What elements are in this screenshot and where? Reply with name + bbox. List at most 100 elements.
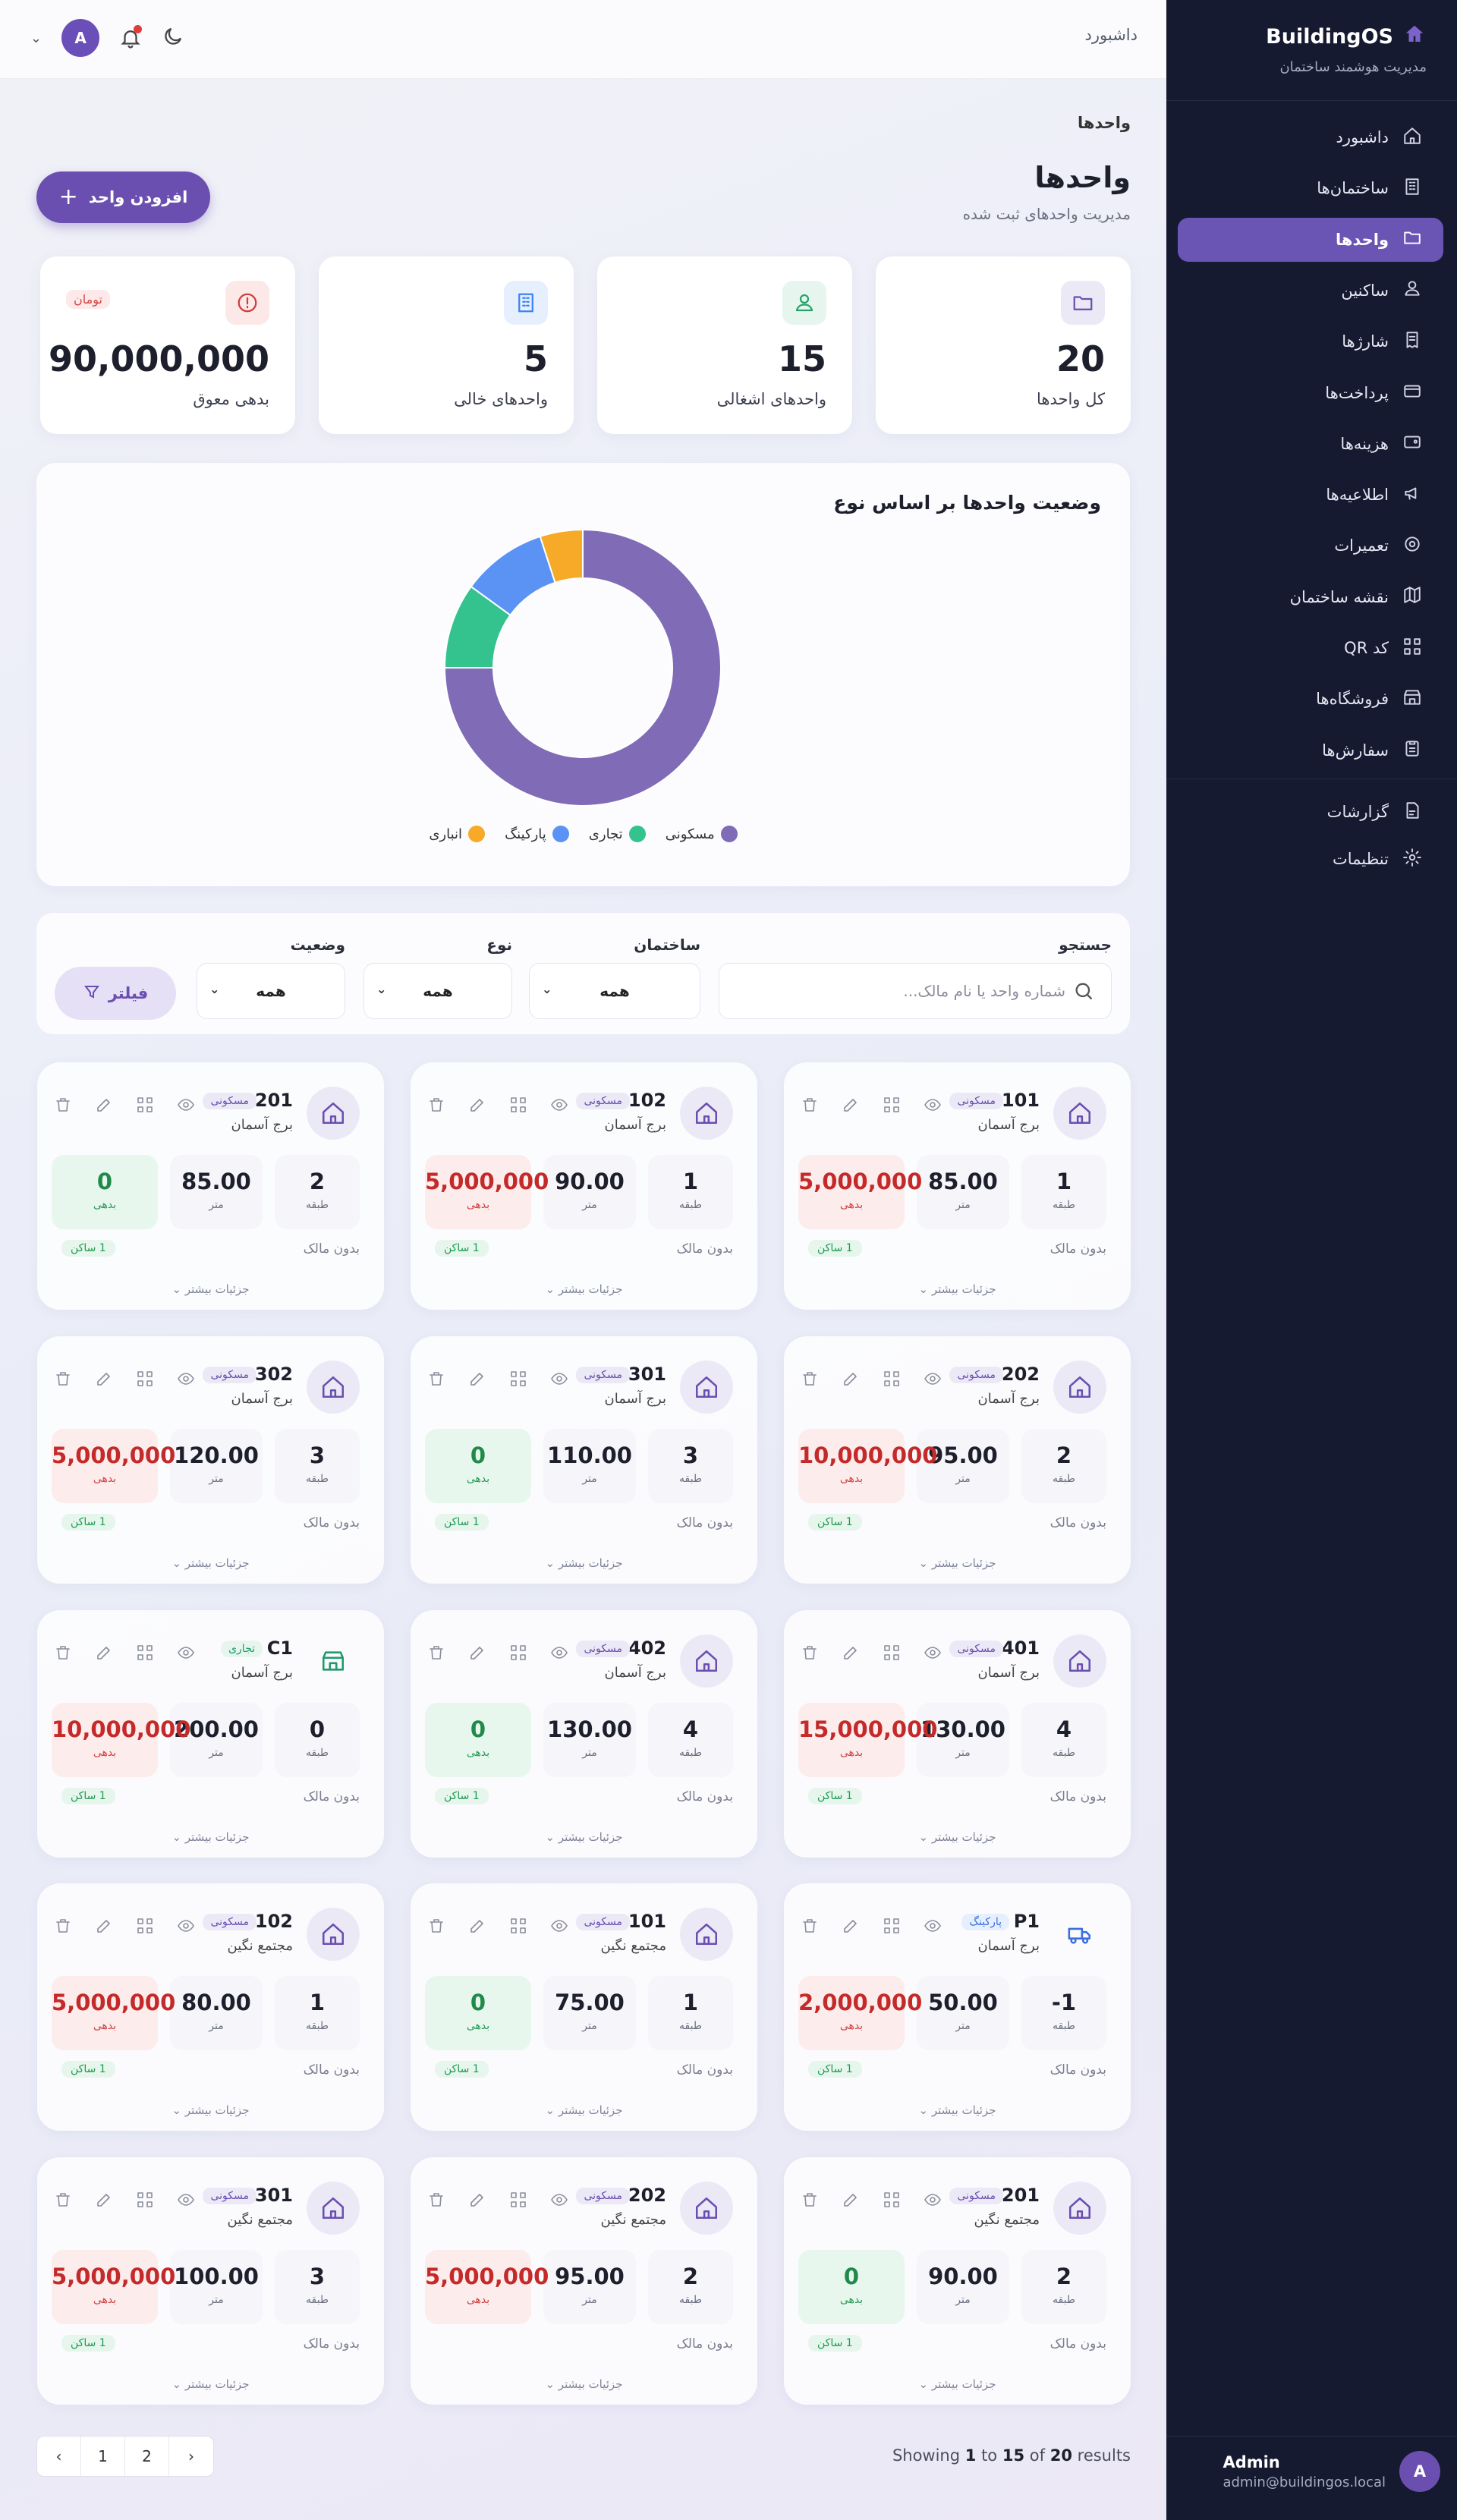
unit-card[interactable]: 101 مسکونی برج آسمان 1 طبقه 85.00 متر 5,000,000… (784, 1062, 1131, 1310)
unit-card[interactable]: 101 مسکونی مجتمع نگین 1 طبقه 75.00 متر 0 بدهی بدو… (411, 1883, 757, 2131)
eye-icon[interactable] (924, 1096, 943, 1115)
trash-icon[interactable] (427, 1644, 447, 1663)
trash-icon[interactable] (801, 1917, 820, 1936)
unit-card[interactable]: C1 تجاری برج آسمان 0 طبقه 200.00 متر 10,000,000… (37, 1610, 384, 1858)
edit-icon[interactable] (95, 1644, 115, 1663)
qr-icon[interactable] (136, 1370, 156, 1389)
eye-icon[interactable] (550, 1917, 570, 1936)
trash-icon[interactable] (427, 1096, 447, 1115)
qr-icon[interactable] (136, 1644, 156, 1663)
legend-item[interactable]: تجاری (589, 826, 646, 842)
unit-card[interactable]: 202 مسکونی مجتمع نگین 2 طبقه 95.00 متر 5,000,00… (411, 2157, 757, 2405)
page-1-button[interactable]: 1 (81, 2437, 125, 2476)
edit-icon[interactable] (95, 1370, 115, 1389)
bell-icon[interactable] (119, 25, 143, 49)
qr-icon[interactable] (509, 1370, 529, 1389)
sidebar-item-megaphone[interactable]: اطلاعیه‌ها (1178, 473, 1443, 517)
more-details-toggle[interactable]: جزئیات بیشتر ⌄ (918, 1830, 996, 1844)
topbar-breadcrumb[interactable]: داشبورد (1084, 26, 1138, 44)
eye-icon[interactable] (550, 1644, 570, 1663)
qr-icon[interactable] (883, 1370, 902, 1389)
sidebar-item-receipt[interactable]: شارژها (1178, 319, 1443, 363)
edit-icon[interactable] (468, 1644, 488, 1663)
qr-icon[interactable] (136, 2191, 156, 2210)
edit-icon[interactable] (468, 1096, 488, 1115)
more-details-toggle[interactable]: جزئیات بیشتر ⌄ (918, 1282, 996, 1296)
donut-slice-3[interactable] (539, 528, 584, 584)
unit-card[interactable]: 301 مسکونی مجتمع نگین 3 طبقه 100.00 متر 5,000,0… (37, 2157, 384, 2405)
sidebar-item-store[interactable]: فروشگاه‌ها (1178, 677, 1443, 721)
sidebar-item-wallet[interactable]: هزینه‌ها (1178, 422, 1443, 466)
status-select[interactable]: همه ⌄ (197, 963, 345, 1019)
qr-icon[interactable] (883, 1644, 902, 1663)
qr-icon[interactable] (136, 1096, 156, 1115)
eye-icon[interactable] (550, 1096, 570, 1115)
brand[interactable]: BuildingOS (1266, 23, 1427, 51)
edit-icon[interactable] (842, 1370, 861, 1389)
moon-icon[interactable] (162, 25, 184, 51)
edit-icon[interactable] (842, 2191, 861, 2210)
eye-icon[interactable] (924, 1644, 943, 1663)
trash-icon[interactable] (54, 1644, 74, 1663)
unit-card[interactable]: 301 مسکونی برج آسمان 3 طبقه 110.00 متر 0 بدهی بدو… (411, 1336, 757, 1584)
more-details-toggle[interactable]: جزئیات بیشتر ⌄ (918, 2377, 996, 2391)
sidebar-item-report[interactable]: گزارشات (1178, 790, 1443, 834)
unit-card[interactable]: 102 مسکونی برج آسمان 1 طبقه 90.00 متر 5,000,000… (411, 1062, 757, 1310)
chevron-down-icon[interactable]: ⌄ (30, 30, 42, 46)
type-select[interactable]: همه ⌄ (363, 963, 512, 1019)
avatar[interactable]: A (61, 19, 100, 57)
edit-icon[interactable] (95, 1096, 115, 1115)
building-select[interactable]: همه ⌄ (529, 963, 700, 1019)
more-details-toggle[interactable]: جزئیات بیشتر ⌄ (918, 1556, 996, 1570)
sidebar-item-folder[interactable]: واحدها (1178, 217, 1443, 262)
filter-button[interactable]: فیلتر (55, 967, 176, 1020)
edit-icon[interactable] (842, 1917, 861, 1936)
more-details-toggle[interactable]: جزئیات بیشتر ⌄ (545, 1556, 623, 1570)
page-2-button[interactable]: 2 (125, 2437, 169, 2476)
trash-icon[interactable] (801, 1644, 820, 1663)
more-details-toggle[interactable]: جزئیات بیشتر ⌄ (918, 2103, 996, 2117)
qr-icon[interactable] (883, 2191, 902, 2210)
edit-icon[interactable] (95, 1917, 115, 1936)
trash-icon[interactable] (801, 1370, 820, 1389)
sidebar-item-card[interactable]: پرداخت‌ها (1178, 371, 1443, 415)
unit-card[interactable]: 201 مسکونی برج آسمان 2 طبقه 85.00 متر 0 بدهی بدون… (37, 1062, 384, 1310)
eye-icon[interactable] (177, 1370, 197, 1389)
prev-page-button[interactable]: ‹ (37, 2437, 81, 2476)
sidebar-item-gear[interactable]: تعمیرات (1178, 524, 1443, 568)
more-details-toggle[interactable]: جزئیات بیشتر ⌄ (172, 1830, 250, 1844)
sidebar-item-clipboard[interactable]: سفارش‌ها (1178, 728, 1443, 772)
trash-icon[interactable] (801, 1096, 820, 1115)
eye-icon[interactable] (550, 1370, 570, 1389)
more-details-toggle[interactable]: جزئیات بیشتر ⌄ (545, 1282, 623, 1296)
qr-icon[interactable] (883, 1917, 902, 1936)
legend-item[interactable]: پارکینگ (505, 826, 569, 842)
edit-icon[interactable] (468, 1370, 488, 1389)
edit-icon[interactable] (842, 1644, 861, 1663)
edit-icon[interactable] (468, 1917, 488, 1936)
more-details-toggle[interactable]: جزئیات بیشتر ⌄ (545, 1830, 623, 1844)
qr-icon[interactable] (509, 1917, 529, 1936)
eye-icon[interactable] (177, 2191, 197, 2210)
eye-icon[interactable] (924, 1370, 943, 1389)
sidebar-item-map[interactable]: نقشه ساختمان (1178, 575, 1443, 619)
trash-icon[interactable] (801, 2191, 820, 2210)
user-profile[interactable]: A Admin admin@buildingos.local (1223, 2451, 1440, 2492)
trash-icon[interactable] (427, 1370, 447, 1389)
trash-icon[interactable] (427, 2191, 447, 2210)
legend-item[interactable]: مسکونی (666, 826, 738, 842)
qr-icon[interactable] (509, 2191, 529, 2210)
more-details-toggle[interactable]: جزئیات بیشتر ⌄ (172, 2103, 250, 2117)
trash-icon[interactable] (54, 2191, 74, 2210)
eye-icon[interactable] (924, 1917, 943, 1936)
unit-card[interactable]: 202 مسکونی برج آسمان 2 طبقه 95.00 متر 10,000,00… (784, 1336, 1131, 1584)
unit-card[interactable]: 102 مسکونی مجتمع نگین 1 طبقه 80.00 متر 5,000,00… (37, 1883, 384, 2131)
more-details-toggle[interactable]: جزئیات بیشتر ⌄ (545, 2103, 623, 2117)
qr-icon[interactable] (883, 1096, 902, 1115)
donut-slice-0[interactable] (443, 528, 722, 807)
trash-icon[interactable] (54, 1370, 74, 1389)
sidebar-item-settings[interactable]: تنظیمات (1178, 837, 1443, 881)
trash-icon[interactable] (427, 1917, 447, 1936)
trash-icon[interactable] (54, 1917, 74, 1936)
next-page-button[interactable]: › (188, 2447, 194, 2465)
